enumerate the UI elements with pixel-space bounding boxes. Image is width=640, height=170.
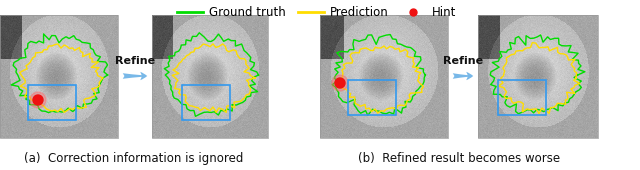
- Bar: [0, 15, 118, 138]
- Bar: [182, 85, 230, 120]
- Circle shape: [30, 92, 46, 108]
- Text: (a)  Correction information is ignored: (a) Correction information is ignored: [24, 152, 244, 165]
- Circle shape: [332, 75, 348, 91]
- Bar: [28, 85, 76, 120]
- Bar: [498, 80, 546, 115]
- Circle shape: [335, 78, 345, 88]
- Bar: [348, 80, 396, 115]
- Bar: [320, 15, 448, 138]
- Bar: [152, 15, 268, 138]
- Bar: [478, 15, 598, 138]
- Circle shape: [33, 95, 43, 105]
- Legend: Ground truth, Prediction, Hint: Ground truth, Prediction, Hint: [177, 6, 456, 19]
- Text: Refine: Refine: [115, 56, 155, 66]
- Text: (b)  Refined result becomes worse: (b) Refined result becomes worse: [358, 152, 560, 165]
- Text: Refine: Refine: [443, 56, 483, 66]
